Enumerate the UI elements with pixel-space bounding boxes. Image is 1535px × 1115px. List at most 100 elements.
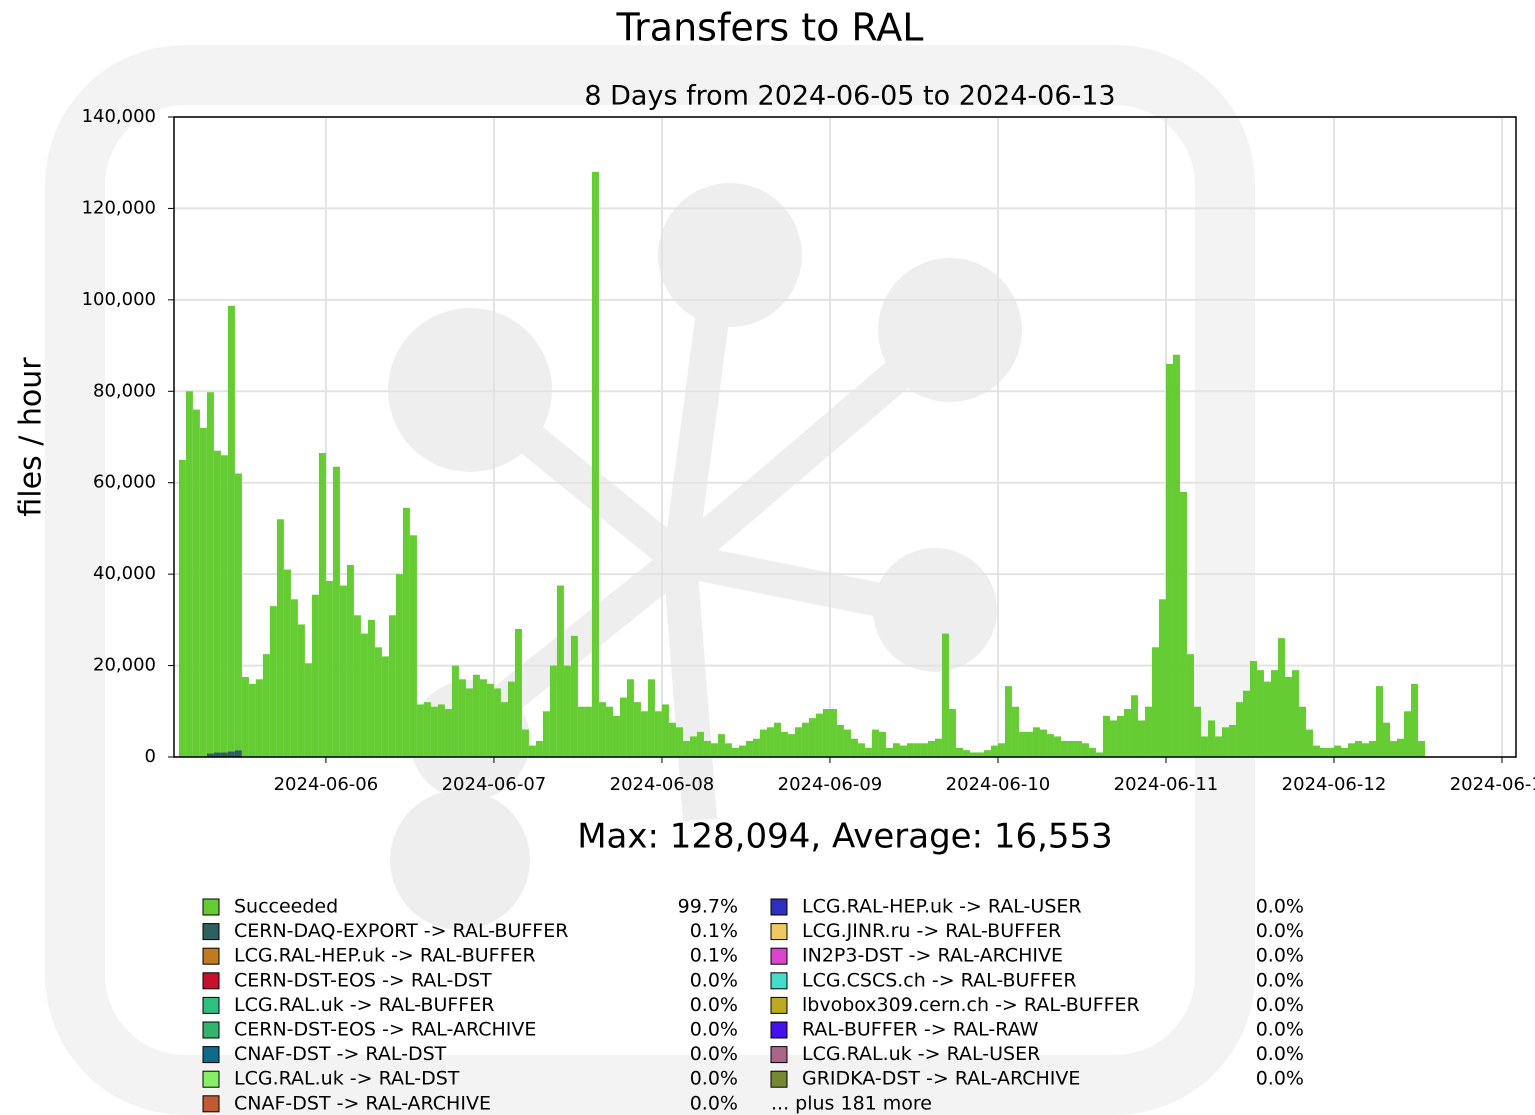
bar: [1404, 711, 1411, 757]
bar: [340, 586, 347, 757]
bar: [837, 725, 844, 757]
bar: [424, 702, 431, 757]
bar: [816, 714, 823, 757]
bar: [1040, 730, 1047, 757]
bar: [1411, 684, 1418, 757]
bar: [851, 739, 858, 757]
legend-swatch: [771, 973, 787, 989]
bar: [221, 455, 228, 752]
bar: [802, 723, 809, 757]
legend-label: Succeeded: [234, 896, 338, 918]
summary: Max: 128,094, Average: 16,553: [577, 817, 1113, 857]
bar: [1068, 741, 1075, 757]
legend-swatch: [203, 997, 219, 1013]
bar: [235, 474, 242, 751]
bar: [669, 723, 676, 757]
bar: [368, 620, 375, 757]
bar: [1026, 732, 1033, 757]
legend-label: IN2P3-DST -> RAL-ARCHIVE: [802, 945, 1063, 967]
bar: [739, 746, 746, 757]
bar: [907, 743, 914, 757]
legend-label: LCG.RAL.uk -> RAL-USER: [802, 1043, 1040, 1065]
bar: [291, 599, 298, 757]
bar: [1033, 727, 1040, 757]
bar: [1187, 654, 1194, 757]
legend-share: 0.0%: [1256, 1068, 1304, 1090]
bar: [1334, 746, 1341, 757]
bar: [487, 684, 494, 757]
bar: [1124, 709, 1131, 757]
bar: [1166, 364, 1173, 757]
bar: [725, 743, 732, 757]
bar: [1369, 741, 1376, 757]
bar: [935, 739, 942, 757]
legend-more: ... plus 181 more: [771, 1093, 932, 1115]
bar: [1110, 720, 1117, 757]
bar: [998, 743, 1005, 757]
bar: [242, 677, 249, 757]
y-tick-label: 0: [145, 746, 156, 767]
y-tick-label: 100,000: [82, 289, 156, 310]
legend-swatch: [203, 973, 219, 989]
x-tick-label: 2024-06-08: [610, 774, 715, 795]
bar: [704, 741, 711, 757]
legend-label: CNAF-DST -> RAL-ARCHIVE: [234, 1092, 491, 1114]
bar: [1320, 748, 1327, 757]
bar: [228, 752, 235, 757]
legend-label: CERN-DST-EOS -> RAL-ARCHIVE: [234, 1019, 536, 1041]
legend-label: LCG.RAL-HEP.uk -> RAL-BUFFER: [234, 945, 536, 967]
bar: [914, 743, 921, 757]
legend-label: RAL-BUFFER -> RAL-RAW: [802, 1019, 1039, 1041]
bar: [200, 428, 207, 757]
bar: [858, 743, 865, 757]
legend-share: 0.0%: [690, 1092, 738, 1114]
bar: [452, 666, 459, 757]
bar: [396, 574, 403, 757]
bar: [984, 750, 991, 757]
legend-label: LCG.RAL.uk -> RAL-DST: [234, 1068, 460, 1090]
bar: [235, 750, 242, 757]
bar: [746, 741, 753, 757]
bar: [256, 679, 263, 757]
bar: [1418, 741, 1425, 757]
bar: [921, 743, 928, 757]
bar: [879, 732, 886, 757]
bar: [494, 688, 501, 757]
bar: [711, 743, 718, 757]
bar: [1082, 743, 1089, 757]
bar: [508, 682, 515, 757]
bar: [872, 730, 879, 757]
bar: [1145, 707, 1152, 757]
bar: [515, 629, 522, 757]
bar: [1250, 661, 1257, 757]
legend-share: 0.0%: [1256, 1019, 1304, 1041]
bar: [438, 704, 445, 757]
legend-swatch: [771, 1071, 787, 1087]
bar: [592, 172, 599, 757]
bar: [459, 679, 466, 757]
bar: [1117, 716, 1124, 757]
bar: [1054, 736, 1061, 757]
bar: [928, 741, 935, 757]
bar: [1208, 720, 1215, 757]
bar: [305, 663, 312, 757]
bar: [1313, 746, 1320, 757]
bar: [1236, 702, 1243, 757]
y-tick-label: 20,000: [93, 655, 156, 676]
y-tick-label: 120,000: [82, 197, 156, 218]
bar: [991, 746, 998, 757]
bar: [501, 702, 508, 757]
legend-share: 0.0%: [1256, 896, 1304, 918]
bar: [578, 707, 585, 757]
legend-swatch: [771, 899, 787, 915]
bar: [620, 698, 627, 757]
bar: [228, 306, 235, 752]
legend-share: 0.0%: [1256, 994, 1304, 1016]
legend-label: LCG.RAL-HEP.uk -> RAL-USER: [802, 896, 1082, 918]
bar: [865, 748, 872, 757]
legend-swatch: [771, 948, 787, 964]
chart-subtitle: 8 Days from 2024-06-05 to 2024-06-13: [584, 81, 1115, 112]
y-axis-label: files / hour: [14, 357, 49, 517]
bar: [557, 586, 564, 757]
bar: [354, 615, 361, 757]
